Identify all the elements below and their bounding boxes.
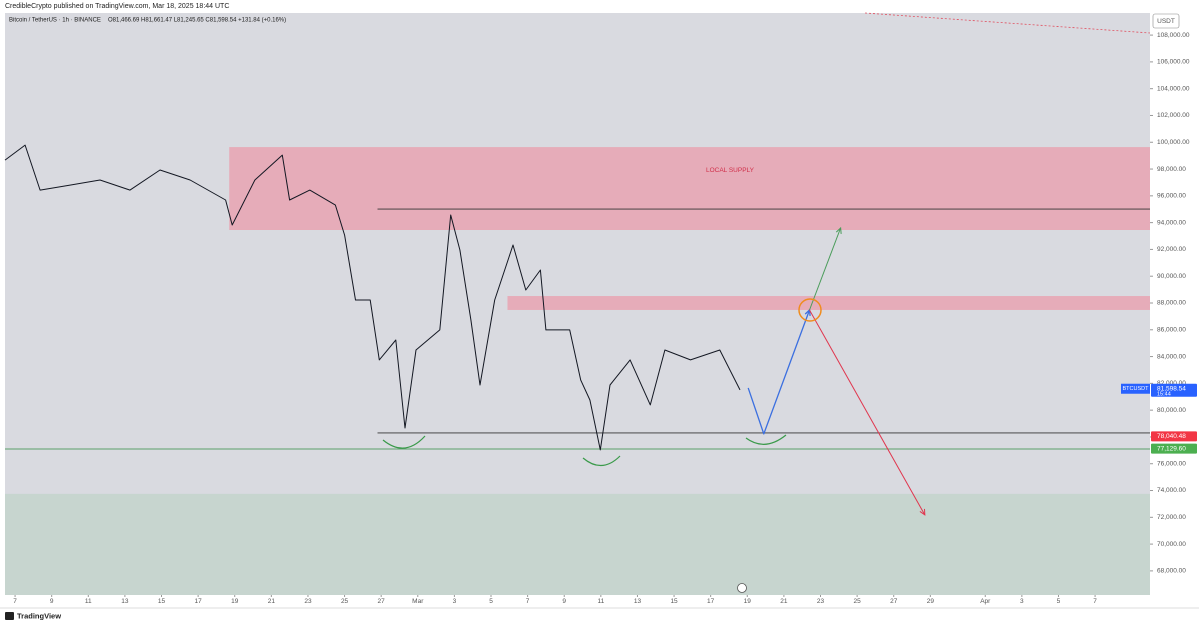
x-tick-label: Mar — [412, 598, 424, 605]
y-tick-label: 68,000.00 — [1157, 568, 1186, 575]
price-label-box — [1151, 443, 1197, 454]
y-tick-label: 76,000.00 — [1157, 460, 1186, 467]
y-tick-label: 102,000.00 — [1157, 112, 1190, 119]
price-label-box — [1151, 383, 1197, 397]
curve-marker — [745, 434, 787, 445]
curve-marker — [582, 455, 621, 467]
x-tick-label: 25 — [853, 598, 861, 605]
x-tick-label: 19 — [744, 598, 752, 605]
y-tick-label: 90,000.00 — [1157, 273, 1186, 280]
zone — [507, 296, 1150, 310]
symbol: Bitcoin / TetherUS · 1h · BINANCE — [9, 18, 101, 24]
y-tick-label: 96,000.00 — [1157, 193, 1186, 200]
y-tick-label: 88,000.00 — [1157, 300, 1186, 307]
y-tick-label: 94,000.00 — [1157, 219, 1186, 226]
x-tick-label: 9 — [562, 598, 566, 605]
event-icon — [737, 583, 747, 593]
x-tick-label: 13 — [121, 598, 129, 605]
x-tick-label: 27 — [378, 598, 386, 605]
curve-marker — [382, 435, 426, 449]
price-label: 81,598.54 — [1157, 385, 1186, 392]
symbol-label: BTCUSDT — [1123, 386, 1150, 392]
x-tick-label: 3 — [453, 598, 457, 605]
symbol-box — [1121, 383, 1150, 394]
y-tick-label: 108,000.00 — [1157, 32, 1190, 39]
x-tick-label: 11 — [597, 598, 604, 605]
x-tick-label: 23 — [304, 598, 312, 605]
logo — [5, 612, 14, 620]
y-tick-label: 92,000.00 — [1157, 246, 1186, 253]
price-line — [4, 144, 741, 451]
y-tick-label: 80,000.00 — [1157, 407, 1186, 414]
price-line — [809, 309, 926, 516]
x-tick-label: Apr — [980, 598, 991, 605]
x-tick-label: 29 — [927, 598, 935, 605]
highlight-circle — [798, 298, 822, 322]
price-countdown: 15:44 — [1157, 392, 1171, 398]
plot: LOCAL SUPPLY — [4, 144, 1150, 595]
x-tick-label: 15 — [158, 598, 166, 605]
x-tick-label: 17 — [707, 598, 715, 605]
x-tick-label: 7 — [1093, 598, 1097, 605]
y-tick-label: 74,000.00 — [1157, 487, 1186, 494]
x-tick-label: 7 — [13, 598, 17, 605]
currency-box — [1152, 13, 1180, 29]
x-tick-label: 13 — [634, 598, 642, 605]
x-tick-label: 23 — [817, 598, 825, 605]
arrow-head — [919, 508, 926, 516]
x-tick-label: 21 — [268, 598, 276, 605]
x-tick-label: 7 — [526, 598, 530, 605]
y-tick-label: 72,000.00 — [1157, 514, 1186, 521]
x-tick-label: 5 — [489, 598, 493, 605]
brand: TradingView — [17, 611, 61, 620]
price-line — [747, 309, 811, 435]
x-tick-label: 5 — [1057, 598, 1061, 605]
price-label-box — [1151, 431, 1197, 442]
price-line — [809, 227, 842, 311]
y-tick-label: 98,000.00 — [1157, 166, 1186, 173]
price-label: 78,040.48 — [1157, 433, 1186, 440]
x-tick-label: 17 — [195, 598, 203, 605]
zone — [5, 493, 1150, 595]
y-tick-label: 106,000.00 — [1157, 59, 1190, 66]
y-axis-area — [1150, 13, 1199, 595]
ohlc: O81,466.69 H81,661.47 L81,245.65 C81,598… — [108, 18, 286, 24]
price-label: 77,129.60 — [1157, 445, 1186, 452]
y-tick-label: 100,000.00 — [1157, 139, 1190, 146]
x-tick-label: 21 — [780, 598, 788, 605]
y-tick-label: 84,000.00 — [1157, 353, 1186, 360]
arrow-head — [835, 226, 842, 235]
y-tick-label: 82,000.00 — [1157, 380, 1186, 387]
x-tick-label: 25 — [341, 598, 349, 605]
y-tick-label: 70,000.00 — [1157, 541, 1186, 548]
x-tick-label: 19 — [231, 598, 239, 605]
x-axis-area — [0, 595, 1199, 608]
y-tick-label: 104,000.00 — [1157, 85, 1190, 92]
x-tick-label: 11 — [85, 598, 92, 605]
zone-label: LOCAL SUPPLY — [706, 167, 755, 174]
x-tick-label: 15 — [670, 598, 678, 605]
x-tick-label: 9 — [50, 598, 54, 605]
x-tick-label: 27 — [890, 598, 898, 605]
publisher: CredibleCrypto published on TradingView.… — [5, 3, 229, 10]
zone — [229, 147, 1150, 230]
currency: USDT — [1157, 18, 1175, 25]
y-tick-label: 86,000.00 — [1157, 327, 1186, 334]
x-tick-label: 3 — [1020, 598, 1024, 605]
